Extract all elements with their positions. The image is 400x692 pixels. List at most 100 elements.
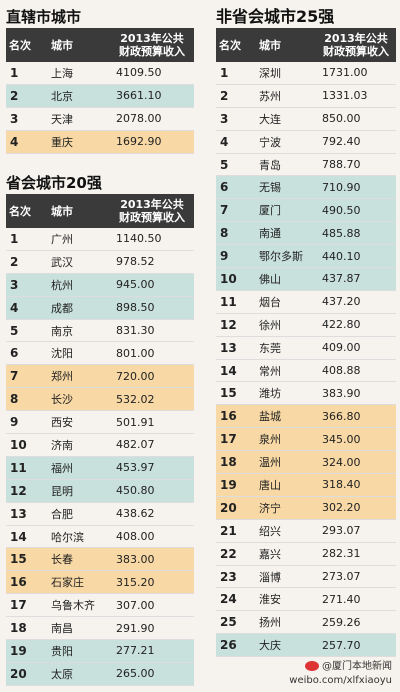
table-row: 12 徐州 422.80 xyxy=(216,313,396,337)
city-cell: 成都 xyxy=(48,296,110,320)
table-row: 20 济宁 302.20 xyxy=(216,496,396,520)
city-cell: 济南 xyxy=(48,433,110,457)
header-revenue: 2013年公共 财政预算收入 xyxy=(323,32,389,58)
table-row: 17 泉州 345.00 xyxy=(216,427,396,452)
rank-cell: 19 xyxy=(6,639,48,663)
table-row: 14 常州 408.88 xyxy=(216,359,396,383)
revenue-cell: 282.31 xyxy=(316,542,396,566)
header-city: 城市 xyxy=(259,38,281,52)
rank-cell: 1 xyxy=(216,62,256,85)
city-cell: 合肥 xyxy=(48,502,110,526)
city-cell: 大庆 xyxy=(256,633,316,658)
municipalities-table: 名次 城市 2013年公共 财政预算收入 1 上海 4109.50 2 北京 3661.10… xyxy=(6,28,194,154)
watermark-handle: @厦门本地新闻 xyxy=(322,661,392,672)
rank-cell: 15 xyxy=(216,381,256,406)
non-capitals-section: 非省会城市25强 名次 城市 2013年公共 财政预算收入 1 深圳 1731.00 2… xyxy=(216,6,396,658)
rank-cell: 12 xyxy=(216,313,256,337)
rank-cell: 6 xyxy=(216,175,256,200)
table-row: 23 淄博 273.07 xyxy=(216,565,396,589)
city-cell: 常州 xyxy=(256,359,316,383)
city-cell: 盐城 xyxy=(256,404,316,429)
revenue-cell: 501.91 xyxy=(110,410,194,435)
revenue-cell: 315.20 xyxy=(110,570,194,595)
rank-cell: 15 xyxy=(6,547,48,572)
city-cell: 福州 xyxy=(48,456,110,480)
rank-cell: 3 xyxy=(216,107,256,131)
city-cell: 太原 xyxy=(48,662,110,686)
rank-cell: 25 xyxy=(216,610,256,635)
table-row: 19 唐山 318.40 xyxy=(216,473,396,497)
revenue-cell: 291.90 xyxy=(110,616,194,641)
table-row: 13 东莞 409.00 xyxy=(216,336,396,360)
revenue-cell: 265.00 xyxy=(110,662,194,686)
city-cell: 东莞 xyxy=(256,336,316,360)
watermark-url: weibo.com/xlfxiaoyu xyxy=(289,675,392,686)
revenue-cell: 978.52 xyxy=(110,250,194,274)
rank-cell: 8 xyxy=(6,387,48,412)
revenue-cell: 257.70 xyxy=(316,633,396,658)
rank-cell: 11 xyxy=(216,290,256,314)
revenue-cell: 898.50 xyxy=(110,296,194,320)
city-cell: 天津 xyxy=(48,107,110,131)
rank-cell: 16 xyxy=(6,570,48,595)
rank-cell: 24 xyxy=(216,587,256,612)
city-cell: 重庆 xyxy=(48,130,110,154)
revenue-cell: 440.10 xyxy=(316,244,396,269)
revenue-cell: 801.00 xyxy=(110,341,194,366)
revenue-cell: 1692.90 xyxy=(110,130,194,154)
city-cell: 北京 xyxy=(48,84,110,108)
revenue-cell: 437.20 xyxy=(316,290,396,314)
rank-cell: 2 xyxy=(6,250,48,274)
city-cell: 乌鲁木齐 xyxy=(48,593,110,618)
watermark: @厦门本地新闻 weibo.com/xlfxiaoyu xyxy=(192,660,392,688)
municipalities-title: 直辖市城市 xyxy=(6,8,82,26)
table-row: 4 成都 898.50 xyxy=(6,296,194,320)
header-revenue: 2013年公共 财政预算收入 xyxy=(119,32,185,58)
rank-cell: 14 xyxy=(6,525,48,549)
table-row: 18 南昌 291.90 xyxy=(6,616,194,641)
revenue-cell: 345.00 xyxy=(316,427,396,452)
revenue-cell: 450.80 xyxy=(110,479,194,503)
revenue-cell: 788.70 xyxy=(316,153,396,177)
table-row: 11 福州 453.97 xyxy=(6,456,194,480)
header-rank: 名次 xyxy=(9,38,31,52)
city-cell: 南京 xyxy=(48,319,110,343)
table-row: 9 鄂尔多斯 440.10 xyxy=(216,244,396,269)
city-cell: 长春 xyxy=(48,547,110,572)
table-row: 10 济南 482.07 xyxy=(6,433,194,457)
city-cell: 淮安 xyxy=(256,587,316,612)
table-row: 12 昆明 450.80 xyxy=(6,479,194,503)
city-cell: 广州 xyxy=(48,228,110,251)
rank-cell: 18 xyxy=(216,450,256,475)
revenue-cell: 792.40 xyxy=(316,130,396,154)
city-cell: 大连 xyxy=(256,107,316,131)
city-cell: 唐山 xyxy=(256,473,316,497)
table-row: 22 嘉兴 282.31 xyxy=(216,542,396,566)
table-row: 2 苏州 1331.03 xyxy=(216,84,396,108)
revenue-cell: 945.00 xyxy=(110,273,194,297)
city-cell: 武汉 xyxy=(48,250,110,274)
table-row: 6 沈阳 801.00 xyxy=(6,341,194,366)
table-row: 7 郑州 720.00 xyxy=(6,364,194,389)
city-cell: 无锡 xyxy=(256,175,316,200)
header-city: 城市 xyxy=(51,38,73,52)
rank-cell: 19 xyxy=(216,473,256,497)
table-row: 20 太原 265.00 xyxy=(6,662,194,686)
city-cell: 南昌 xyxy=(48,616,110,641)
revenue-cell: 277.21 xyxy=(110,639,194,663)
table-body: 1 广州 1140.50 2 武汉 978.52 3 杭州 945.00 4 成都 898.50 5 南京… xyxy=(6,228,194,686)
rank-cell: 4 xyxy=(216,130,256,154)
table-header: 名次 城市 2013年公共 财政预算收入 xyxy=(6,28,194,62)
header-city: 城市 xyxy=(51,204,73,218)
table-row: 15 潍坊 383.90 xyxy=(216,381,396,406)
table-row: 25 扬州 259.26 xyxy=(216,610,396,635)
rank-cell: 4 xyxy=(6,130,48,154)
table-row: 21 绍兴 293.07 xyxy=(216,519,396,543)
header-revenue: 2013年公共 财政预算收入 xyxy=(119,198,185,224)
revenue-cell: 1140.50 xyxy=(110,228,194,251)
revenue-cell: 4109.50 xyxy=(110,62,194,85)
city-cell: 杭州 xyxy=(48,273,110,297)
city-cell: 扬州 xyxy=(256,610,316,635)
revenue-cell: 710.90 xyxy=(316,175,396,200)
table-row: 5 青岛 788.70 xyxy=(216,153,396,177)
